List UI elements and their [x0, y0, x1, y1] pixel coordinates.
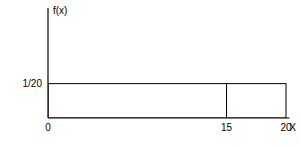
y-axis-label: f(x): [53, 5, 67, 16]
bar: [48, 84, 227, 118]
chart: 015201/20f(x)X: [0, 0, 300, 146]
x-axis: [48, 117, 290, 118]
x-axis-label: X: [289, 122, 296, 133]
y-axis: [47, 8, 48, 118]
x-tick-label: 0: [45, 122, 51, 133]
marks: [48, 84, 286, 118]
x-tick-label: 15: [221, 122, 233, 133]
y-tick-label: 1/20: [23, 78, 43, 89]
bar: [227, 84, 287, 118]
